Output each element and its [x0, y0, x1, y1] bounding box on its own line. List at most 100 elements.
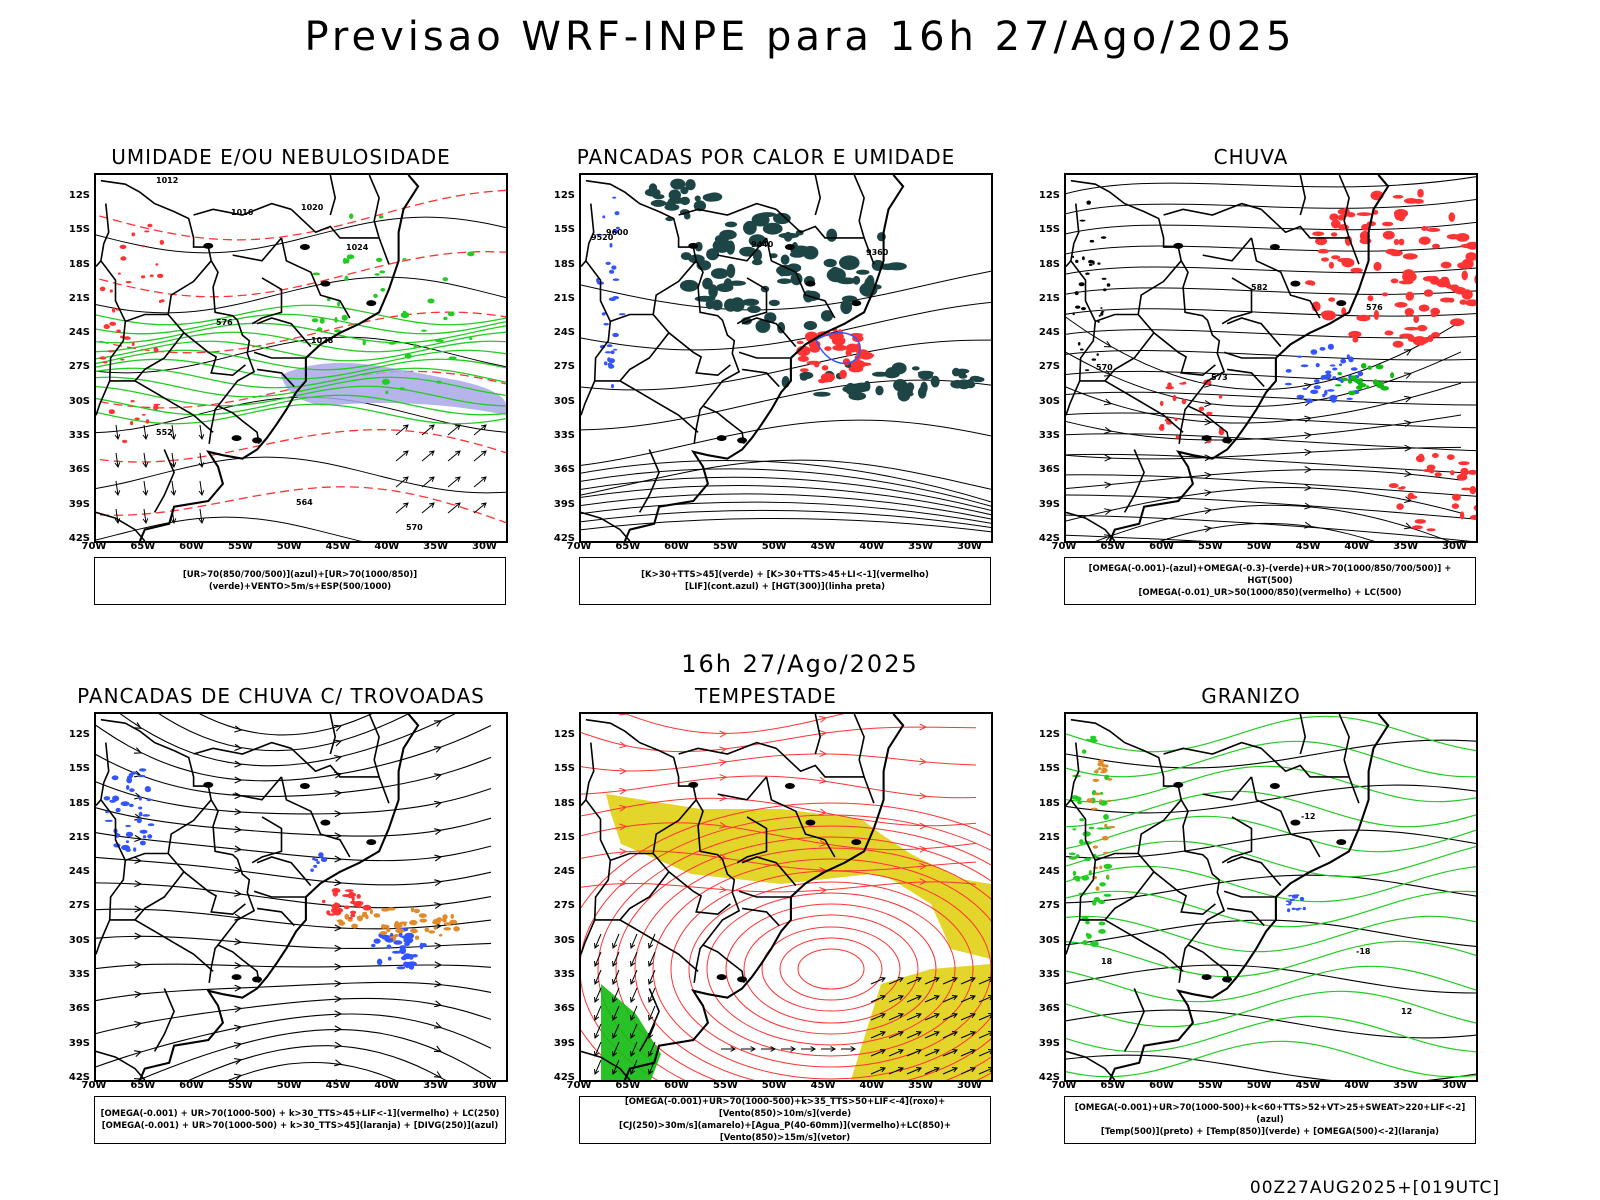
latitude-tick-label: 42S [553, 533, 575, 544]
field-cell [1296, 355, 1303, 358]
wind-vector [612, 951, 620, 967]
wind-vector [395, 450, 409, 462]
field-cell [1382, 230, 1395, 240]
political-border [581, 860, 612, 955]
field-cell [136, 817, 142, 824]
wind-vectors [594, 933, 656, 1075]
streamline [119, 714, 456, 767]
field-cell [139, 829, 148, 834]
wind-vector [960, 995, 976, 1003]
political-border [1079, 332, 1155, 382]
map-frame: 9520 9600 9440 9360 [579, 173, 993, 543]
field-cell [313, 864, 318, 868]
field-cell [1091, 358, 1096, 361]
latitude-tick-label: 24S [553, 327, 575, 339]
latitude-tick-label: 18S [68, 797, 90, 809]
field-cell [337, 301, 341, 307]
political-border [1066, 799, 1072, 807]
streamline [761, 926, 901, 1012]
wind-vector [594, 1005, 602, 1021]
latitude-tick-label: 18S [553, 797, 575, 809]
streamline [96, 754, 492, 798]
jet-250-yellow-area [871, 834, 991, 959]
field-cell [1068, 852, 1076, 856]
latitude-tick-label: 24S [1038, 866, 1060, 878]
contour-label: 1012 [156, 176, 178, 185]
political-border [581, 321, 612, 416]
longitude-tick-label: 50W [276, 1080, 302, 1091]
field-cell [1347, 390, 1356, 396]
flow-arrow [1304, 484, 1313, 491]
contour-line [1066, 790, 1476, 828]
field-cell [389, 936, 397, 939]
field-cell [706, 248, 720, 261]
lake [1336, 300, 1347, 307]
streamline [581, 775, 977, 799]
field-cell [1106, 283, 1111, 287]
longitude-tick-label: 40W [1344, 1080, 1370, 1091]
lake [1222, 437, 1233, 444]
political-border [96, 321, 127, 416]
field-cell [1218, 394, 1223, 399]
streamline [581, 753, 977, 772]
latitude-tick-label: 12S [1038, 189, 1060, 201]
longitude-tick-label: 45W [1295, 541, 1321, 552]
longitude-tick-label: 40W [859, 1080, 885, 1091]
political-border [193, 741, 292, 755]
longitude-tick-label: 70W [81, 1080, 107, 1091]
field-cell [1450, 470, 1455, 476]
omega-orange-area [1086, 759, 1116, 891]
latitude-tick-label: 33S [1038, 969, 1060, 981]
field-cell [680, 186, 689, 195]
longitude-tick-label: 55W [1197, 541, 1223, 552]
field-cell [333, 902, 339, 909]
field-cell [399, 387, 405, 391]
latitude-tick-label: 21S [1038, 292, 1060, 304]
flow-arrow [619, 804, 628, 812]
wind-vector [648, 969, 656, 985]
political-border [109, 871, 185, 921]
contour-line [96, 349, 506, 371]
field-cell [103, 796, 111, 801]
field-cell [1092, 778, 1100, 782]
field-cell [609, 243, 613, 248]
field-cell [1418, 236, 1431, 245]
field-cell [436, 380, 442, 384]
field-cell [1098, 929, 1106, 934]
field-cell [120, 801, 130, 807]
wind-vector [447, 424, 461, 436]
legend-line: [OMEGA(-0.001)+UR>70(1000-500)+k<60+TTS>… [1074, 1103, 1466, 1125]
field-cell [1432, 453, 1439, 458]
streamline [615, 836, 991, 1080]
field-cell [1074, 291, 1079, 296]
red-contour-fragments [99, 223, 165, 443]
longitude-tick-label: 30W [1441, 1080, 1467, 1091]
field-cell [842, 358, 851, 366]
field-cell [1070, 795, 1080, 800]
wind-vector [960, 977, 976, 985]
field-cell [1101, 835, 1109, 841]
field-cell [832, 344, 848, 351]
field-cell [773, 212, 791, 225]
political-border [693, 405, 704, 444]
streamline [1066, 244, 1476, 255]
field-cell [130, 421, 134, 426]
streamlines [581, 714, 977, 895]
wind-vector [142, 480, 149, 497]
contour-line [1066, 840, 1476, 878]
flow-arrow [234, 1057, 243, 1065]
political-border [280, 237, 351, 319]
flow-arrow [334, 810, 343, 818]
latitude-tick-label: 36S [68, 464, 90, 476]
field-cell [1392, 340, 1404, 348]
political-border [1066, 860, 1097, 955]
wind-vector [781, 1046, 797, 1052]
wind-vector [421, 450, 435, 462]
longitude-tick-label: 65W [615, 541, 641, 552]
map-frame: 582 576 573 570 [1064, 173, 1478, 543]
longitude-tick-label: 45W [325, 541, 351, 552]
field-cell [1310, 389, 1319, 394]
field-cell [354, 900, 364, 906]
field-cell [1465, 252, 1476, 261]
